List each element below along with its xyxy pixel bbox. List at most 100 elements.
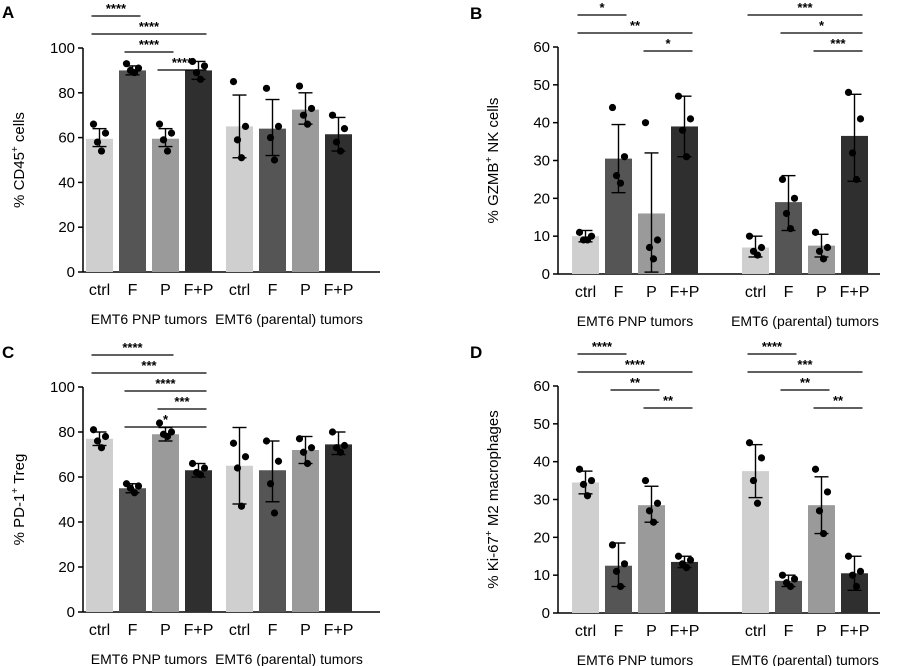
data-point <box>299 111 308 119</box>
data-point <box>753 499 762 507</box>
significance-label: **** <box>155 376 176 391</box>
data-point <box>303 459 312 468</box>
y-axis-label-sup: + <box>10 488 21 494</box>
data-point <box>844 88 853 96</box>
y-tick-label: 40 <box>58 514 75 531</box>
y-tick-label: 20 <box>58 559 75 576</box>
x-category-label: P <box>300 282 311 299</box>
y-tick-label: 50 <box>533 416 550 433</box>
data-point <box>241 453 250 461</box>
bar <box>325 134 352 272</box>
bar <box>185 470 212 612</box>
x-category-label: F+P <box>184 622 214 639</box>
data-point <box>608 541 617 549</box>
data-point <box>815 247 824 255</box>
significance-label: *** <box>141 358 157 373</box>
y-axis-label-sup: + <box>484 157 495 163</box>
data-point <box>262 84 271 92</box>
data-point <box>579 480 588 488</box>
significance-label: **** <box>106 1 127 16</box>
group-label: EMT6 PNP tumors <box>577 652 693 666</box>
data-point <box>674 552 683 560</box>
data-point <box>786 225 795 233</box>
x-category-label: F+P <box>840 623 870 640</box>
significance-label: * <box>163 412 169 427</box>
y-tick-label: 20 <box>58 219 75 236</box>
data-point <box>303 120 312 128</box>
significance-label: **** <box>172 55 193 70</box>
data-point <box>89 120 98 128</box>
y-tick-label: 60 <box>58 130 75 147</box>
significance-label: ** <box>800 375 811 390</box>
bar <box>86 438 113 612</box>
y-tick-label: 0 <box>542 266 550 283</box>
bar <box>325 444 352 612</box>
data-point <box>844 552 853 560</box>
data-point <box>823 243 832 252</box>
data-point <box>653 236 662 244</box>
data-point <box>274 457 283 465</box>
significance-label: *** <box>174 394 190 409</box>
data-point <box>620 153 629 161</box>
data-point <box>790 575 799 583</box>
y-tick-label: 10 <box>533 228 550 245</box>
data-point <box>786 582 795 591</box>
y-axis-label: % GZMB+ NK cells <box>484 98 502 224</box>
data-point <box>823 488 832 496</box>
data-point <box>852 175 861 184</box>
data-point <box>241 122 250 130</box>
data-point <box>753 251 762 259</box>
y-tick-label: 10 <box>533 567 550 584</box>
y-tick-label: 30 <box>533 153 550 170</box>
data-point <box>237 154 246 162</box>
significance-label: *** <box>797 357 813 372</box>
significance-label: ** <box>833 393 844 408</box>
x-category-label: F+P <box>184 282 214 299</box>
group-label: EMT6 PNP tumors <box>91 311 207 327</box>
y-axis-label-sup: + <box>484 530 495 536</box>
x-category-label: P <box>160 282 171 299</box>
bar <box>572 482 599 613</box>
x-category-label: F+P <box>324 622 354 639</box>
data-point <box>745 232 754 240</box>
x-category-label: ctrl <box>745 623 766 640</box>
panel-letter: B <box>470 4 482 23</box>
data-point <box>188 459 197 468</box>
y-tick-label: 0 <box>542 605 550 622</box>
significance-label: **** <box>139 37 160 52</box>
bar <box>119 70 146 273</box>
bar <box>292 109 319 272</box>
data-point <box>262 437 271 445</box>
data-point <box>757 454 766 462</box>
significance-label: **** <box>592 339 613 354</box>
significance-label: **** <box>762 339 783 354</box>
data-point <box>745 439 754 447</box>
panel-letter: D <box>470 343 482 362</box>
y-axis-label: % PD-1+ Treg <box>10 454 28 546</box>
significance-label: **** <box>625 357 646 372</box>
data-point <box>587 476 596 485</box>
data-point <box>819 529 828 538</box>
data-point <box>97 147 106 155</box>
data-point <box>575 465 584 473</box>
group-label: EMT6 (parental) tumors <box>731 652 879 666</box>
x-category-label: P <box>300 622 311 639</box>
data-point <box>848 149 857 157</box>
y-tick-label: 30 <box>533 492 550 509</box>
data-point <box>819 255 828 263</box>
data-point <box>678 126 687 134</box>
significance-label: *** <box>797 0 813 15</box>
data-point <box>778 571 787 579</box>
data-point <box>200 62 209 70</box>
data-point <box>583 236 592 244</box>
data-point <box>682 564 691 572</box>
x-category-label: F+P <box>324 282 354 299</box>
data-point <box>340 441 349 450</box>
data-point <box>778 175 787 184</box>
x-category-label: P <box>646 284 657 301</box>
data-point <box>163 432 172 441</box>
